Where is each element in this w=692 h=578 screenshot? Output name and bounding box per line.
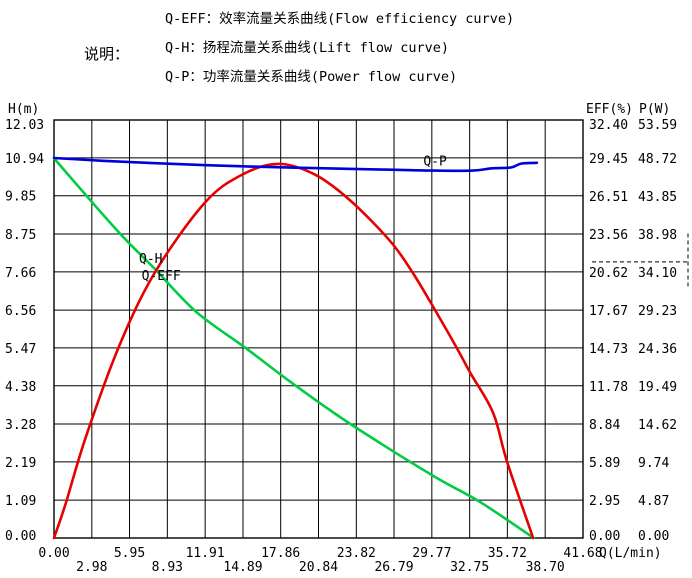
- eff-tick-label: 20.62: [589, 266, 628, 281]
- h-tick-label: 3.28: [5, 418, 36, 433]
- eff-tick-label: 29.45: [589, 152, 628, 167]
- eff-tick-label: 2.95: [589, 494, 620, 509]
- h-tick-label: 6.56: [5, 304, 36, 319]
- legend-item-q-h: Q-H：扬程流量关系曲线(Lift flow curve): [165, 40, 450, 56]
- q-tick-label: 26.79: [374, 560, 413, 575]
- h-tick-label: 1.09: [5, 494, 36, 509]
- q-tick-label: 2.98: [76, 560, 107, 575]
- q-tick-label: 14.89: [223, 560, 262, 575]
- eff-tick-label: 23.56: [589, 228, 628, 243]
- legend-item-q-eff: Q-EFF：效率流量关系曲线(Flow efficiency curve): [165, 11, 515, 27]
- eff-tick-label: 0.00: [589, 529, 620, 544]
- p-tick-label: 29.23: [638, 304, 677, 319]
- q-tick-label: 41.68: [563, 546, 602, 561]
- curve-label-q-eff: Q-EFF: [142, 269, 181, 284]
- q-tick-label: 38.70: [526, 560, 565, 575]
- curve-q-eff: [52, 162, 535, 540]
- p-tick-label: 43.85: [638, 190, 677, 205]
- q-tick-label: 0.00: [38, 546, 69, 561]
- curve-label-q-h: Q-H: [139, 252, 162, 267]
- left-axis-title-h: H(m): [8, 102, 40, 117]
- h-tick-label: 0.00: [5, 529, 36, 544]
- q-tick-label: 29.77: [412, 546, 451, 561]
- h-tick-label: 8.75: [5, 228, 36, 243]
- eff-tick-label: 11.78: [589, 380, 628, 395]
- right-axis-title-eff: EFF(%): [586, 102, 633, 117]
- eff-tick-label: 17.67: [589, 304, 628, 319]
- h-tick-label: 7.66: [5, 266, 36, 281]
- curve-q-h: [52, 156, 536, 540]
- q-tick-label: 17.86: [261, 546, 300, 561]
- x-axis-title-q: Q(L/min): [599, 546, 662, 561]
- h-tick-label: 4.38: [5, 380, 36, 395]
- eff-tick-label: 32.40: [589, 118, 628, 133]
- q-tick-label: 20.84: [299, 560, 338, 575]
- q-tick-label: 11.91: [186, 546, 225, 561]
- p-tick-label: 24.36: [638, 342, 677, 357]
- legend-item-q-p: Q-P：功率流量关系曲线(Power flow curve): [165, 69, 458, 85]
- h-tick-label: 12.03: [5, 118, 44, 133]
- h-tick-label: 5.47: [5, 342, 36, 357]
- p-tick-label: 38.98: [638, 228, 677, 243]
- h-tick-label: 10.94: [5, 152, 44, 167]
- p-tick-label: 34.10: [638, 266, 677, 281]
- p-tick-label: 48.72: [638, 152, 677, 167]
- eff-tick-label: 14.73: [589, 342, 628, 357]
- q-tick-label: 23.82: [337, 546, 376, 561]
- p-tick-label: 9.74: [638, 456, 669, 471]
- curve-label-q-p: Q-P: [423, 154, 447, 169]
- p-tick-label: 0.00: [638, 529, 669, 544]
- curve-q-p: [52, 156, 539, 173]
- p-tick-label: 53.59: [638, 118, 677, 133]
- p-tick-label: 14.62: [638, 418, 677, 433]
- legend: 说明： Q-EFF：效率流量关系曲线(Flow efficiency curve…: [0, 0, 692, 100]
- h-tick-label: 2.19: [5, 456, 36, 471]
- p-tick-label: 4.87: [638, 494, 669, 509]
- eff-tick-label: 5.89: [589, 456, 620, 471]
- q-tick-label: 5.95: [114, 546, 145, 561]
- q-tick-label: 32.75: [450, 560, 489, 575]
- eff-tick-label: 26.51: [589, 190, 628, 205]
- p-tick-label: 19.49: [638, 380, 677, 395]
- plot-border: [53, 119, 584, 539]
- eff-tick-label: 8.84: [589, 418, 620, 433]
- right-axis-title-p: P(W): [639, 102, 671, 117]
- h-tick-label: 9.85: [5, 190, 36, 205]
- q-tick-label: 35.72: [488, 546, 527, 561]
- legend-title: 说明：: [84, 45, 130, 63]
- q-tick-label: 8.93: [152, 560, 183, 575]
